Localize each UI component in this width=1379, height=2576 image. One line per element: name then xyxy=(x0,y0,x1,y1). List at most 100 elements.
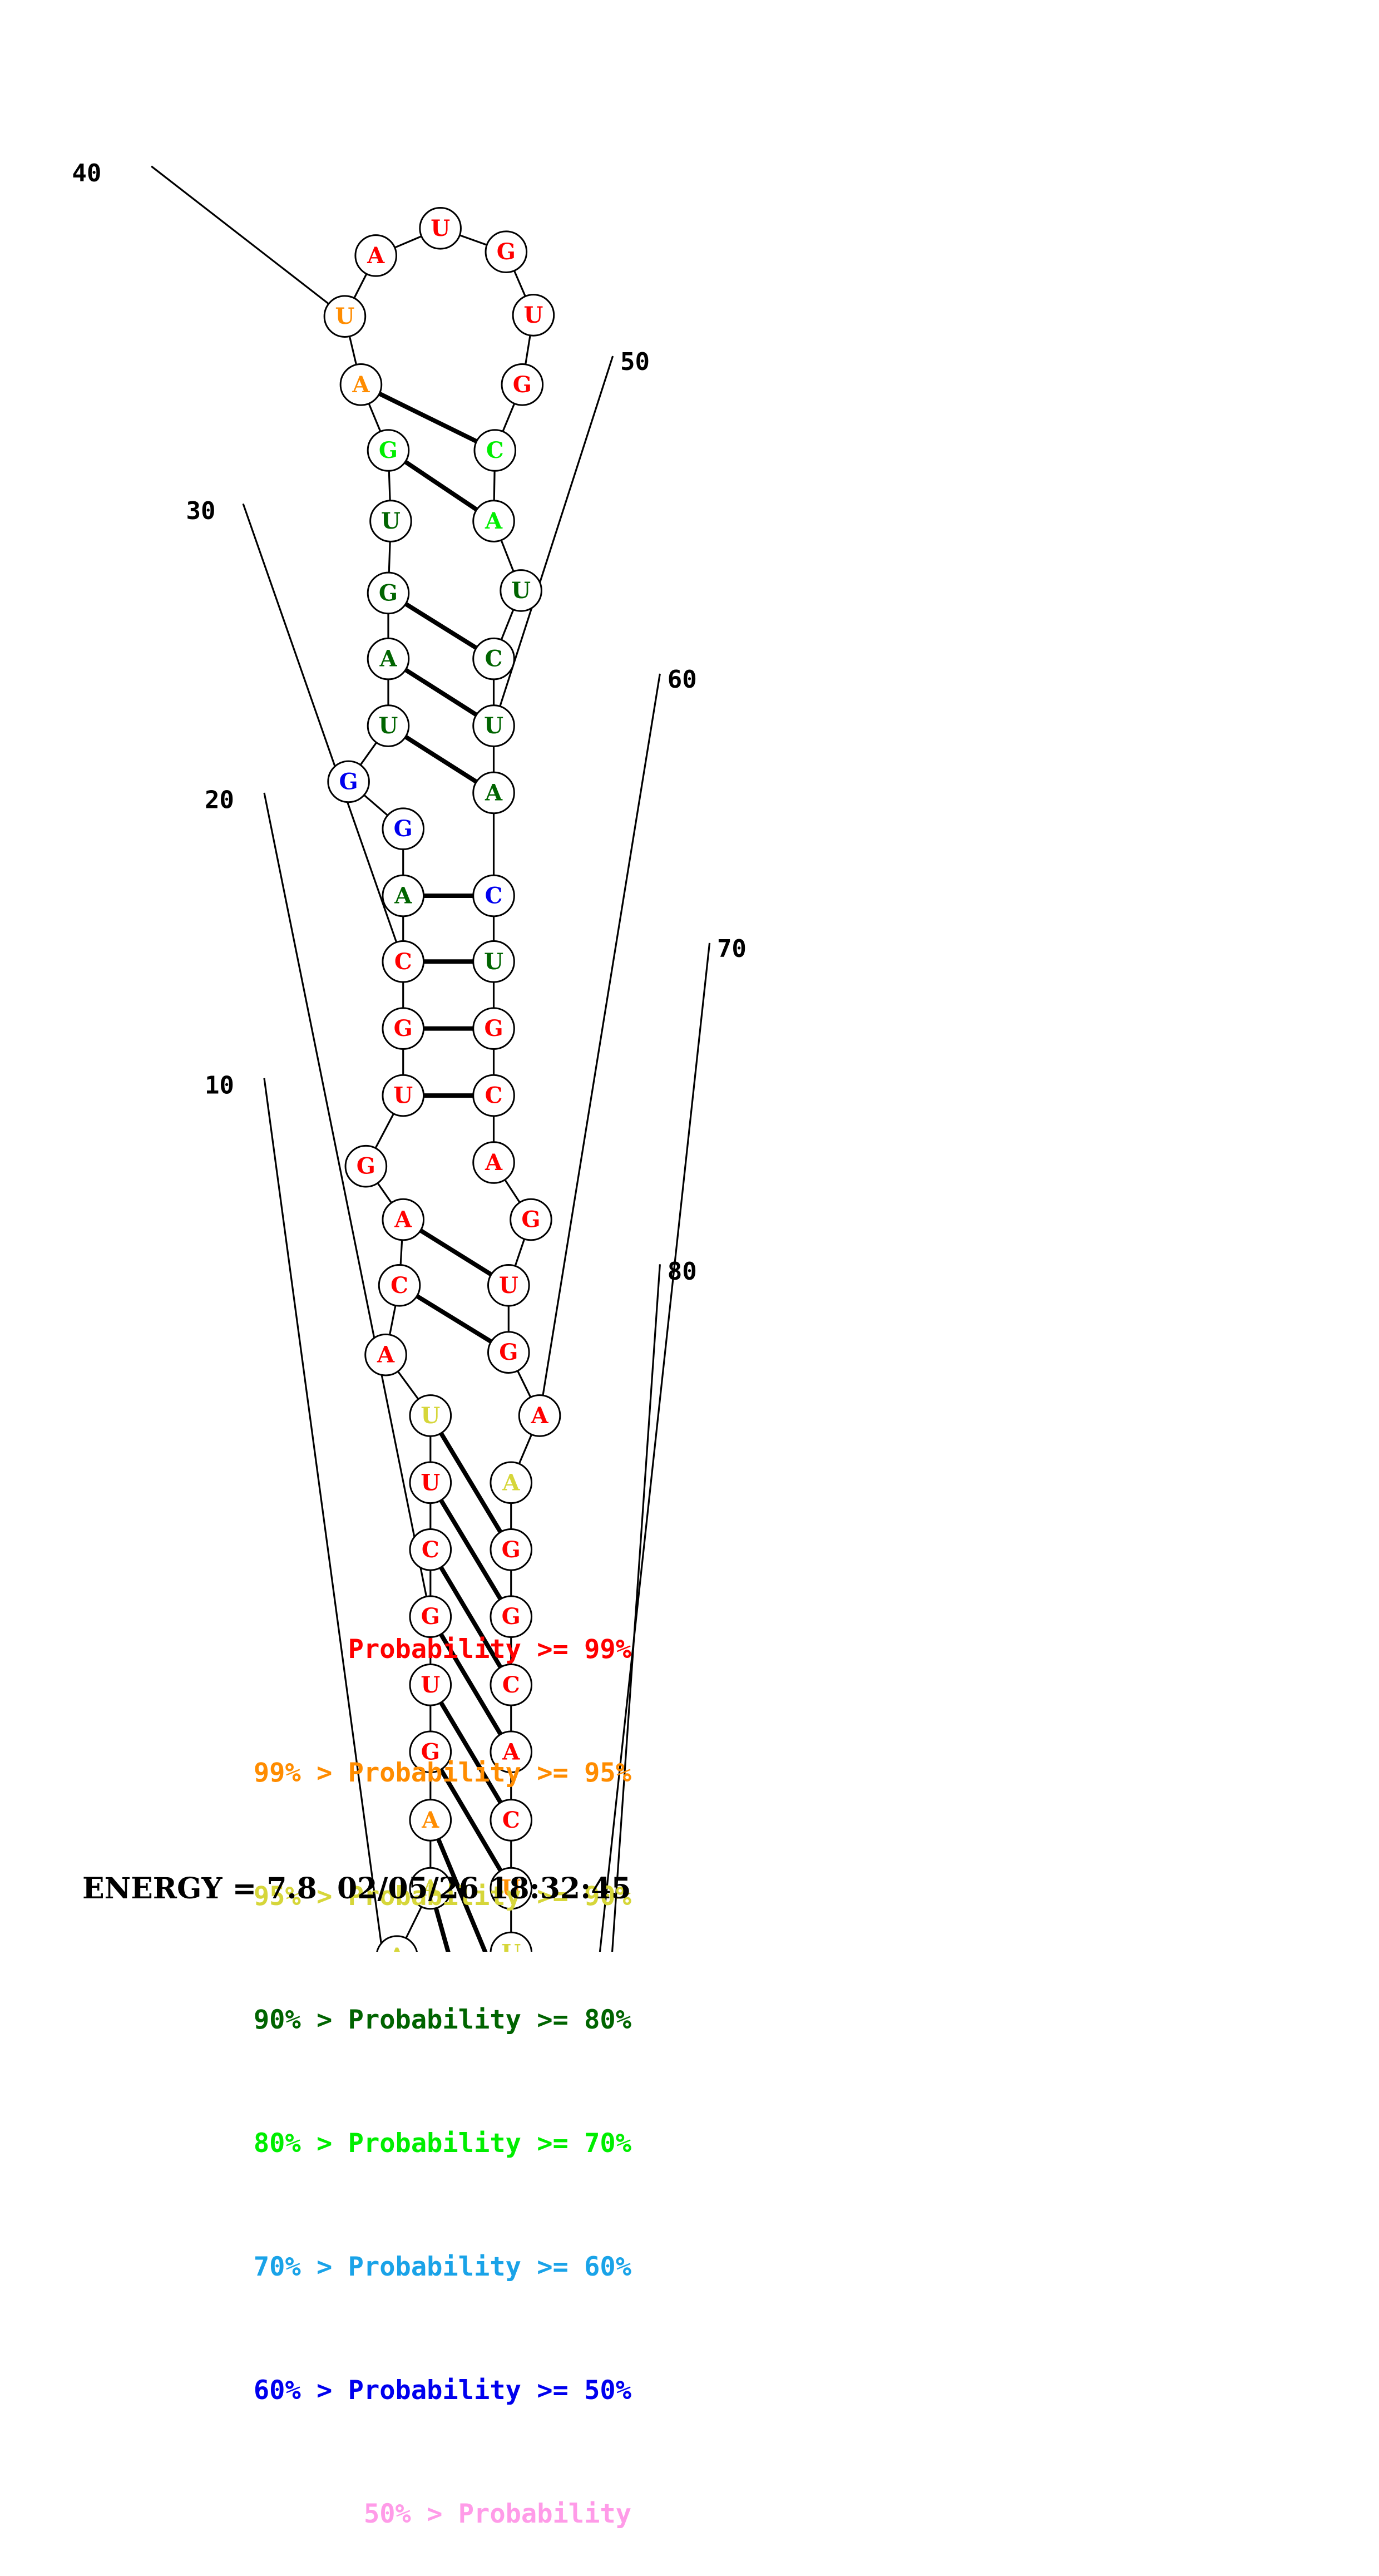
nucleotide-circle xyxy=(409,1394,452,1437)
nucleotide-circle xyxy=(487,1331,530,1374)
label-leader-line xyxy=(263,792,428,1597)
nucleotide-letter: U xyxy=(501,1876,521,1902)
nucleotide-23-U: U xyxy=(409,1394,452,1437)
nucleotide-letter: G xyxy=(379,437,398,463)
nucleotide-circle xyxy=(382,1074,425,1117)
nucleotide-letter: A xyxy=(377,1342,395,1368)
position-label: 50 xyxy=(620,348,650,376)
nucleotide-circle xyxy=(512,294,555,337)
position-label: 30 xyxy=(186,497,216,525)
nucleotide-circle xyxy=(485,230,528,273)
nucleotide-circle xyxy=(490,1730,533,1774)
label-leader-line xyxy=(242,503,398,943)
nucleotide-68-U: U xyxy=(490,1931,532,1952)
nucleotide-circle xyxy=(490,1664,533,1706)
label-leader-line xyxy=(151,165,329,305)
nucleotide-circle xyxy=(323,295,367,338)
nucleotide-20-G: G xyxy=(409,1595,452,1638)
nucleotide-30-C: C xyxy=(382,940,425,983)
nucleotide-54-G: G xyxy=(472,1007,515,1050)
nucleotide-letter: G xyxy=(421,1603,440,1630)
backbone-segment xyxy=(359,742,377,766)
nucleotide-circle xyxy=(409,1595,452,1638)
nucleotide-letter: C xyxy=(502,1807,520,1833)
backbone-segment xyxy=(394,235,422,249)
nucleotide-16-A: A xyxy=(409,1867,452,1910)
nucleotide-57-G: G xyxy=(510,1198,552,1241)
nucleotide-letter: A xyxy=(485,508,503,534)
nucleotide-letter: U xyxy=(393,1083,413,1109)
probability-legend: Probability >= 99% 99% > Probability >= … xyxy=(83,1547,631,2576)
nucleotide-24-A: A xyxy=(364,1333,407,1376)
position-label: 10 xyxy=(205,1071,234,1099)
legend-row: 80% > Probability >= 70% xyxy=(253,2128,631,2159)
backbone-segment xyxy=(493,471,496,501)
nucleotide-38-G: G xyxy=(367,429,410,472)
nucleotide-letter: A xyxy=(367,243,385,269)
nucleotide-circle xyxy=(490,1867,533,1910)
nucleotide-circle xyxy=(487,1264,530,1307)
nucleotide-49-C: C xyxy=(472,637,515,680)
nucleotide-circle xyxy=(510,1198,552,1241)
base-pair-bond xyxy=(404,734,478,784)
legend-row: 95% > Probability >= 90% xyxy=(253,1881,631,1912)
nucleotide-40-U: U xyxy=(323,295,367,338)
nucleotide-circle xyxy=(409,1461,452,1504)
nucleotide-circle xyxy=(490,1931,532,1952)
nucleotide-letter: A xyxy=(485,1149,503,1176)
nucleotide-circle xyxy=(500,569,542,612)
backbone-segment xyxy=(517,1370,532,1398)
nucleotide-48-U: U xyxy=(500,569,542,612)
nucleotide-circle xyxy=(409,1528,452,1571)
backbone-segment xyxy=(405,1906,423,1939)
nucleotide-25-C: C xyxy=(378,1264,421,1307)
backbone-segment xyxy=(374,1113,395,1149)
legend-row: 90% > Probability >= 80% xyxy=(253,2005,631,2035)
nucleotide-45-G: G xyxy=(501,363,544,406)
nucleotide-letter: U xyxy=(511,578,531,604)
nucleotide-56-A: A xyxy=(472,1141,515,1184)
nucleotide-letter: A xyxy=(502,1469,520,1496)
nucleotide-letter: C xyxy=(391,1272,408,1299)
backbone-segment xyxy=(377,1182,393,1203)
nucleotide-67-U: U xyxy=(490,1867,533,1910)
nucleotide-21-C: C xyxy=(409,1528,452,1571)
nucleotide-47-A: A xyxy=(472,500,515,542)
nucleotide-letter: G xyxy=(339,768,358,794)
nucleotide-letter: G xyxy=(394,816,413,842)
nucleotide-61-A: A xyxy=(490,1461,533,1504)
backbone-segment xyxy=(388,471,391,501)
nucleotide-letter: A xyxy=(388,1943,406,1952)
nucleotide-letter: U xyxy=(421,1469,440,1496)
nucleotide-letter: A xyxy=(352,372,370,398)
backbone-segment xyxy=(514,1238,526,1266)
nucleotide-32-G: G xyxy=(382,807,425,850)
nucleotide-letter: U xyxy=(431,215,450,241)
nucleotide-circle xyxy=(419,207,462,250)
nucleotide-letter: G xyxy=(502,1603,521,1630)
nucleotide-53-U: U xyxy=(472,940,515,983)
position-label: 40 xyxy=(72,159,101,187)
legend-row: 70% > Probability >= 60% xyxy=(253,2252,631,2282)
nucleotide-circle xyxy=(367,429,410,472)
position-label: 80 xyxy=(668,1257,697,1286)
base-pair-bond xyxy=(404,460,478,512)
rna-secondary-structure-diagram: 40 50 30 60 20 70 10 80 G U C A G A A U A A U G U C A A A G U G C U U… xyxy=(72,159,747,1952)
nucleotide-51-A: A xyxy=(472,771,515,815)
nucleotide-circle xyxy=(376,1935,418,1952)
nucleotide-letter: U xyxy=(335,303,354,329)
nucleotide-letter: G xyxy=(502,1537,521,1563)
nucleotide-circle xyxy=(382,807,425,850)
backbone-segment xyxy=(399,1240,403,1265)
backbone-segment xyxy=(388,541,391,573)
nucleotide-circle xyxy=(490,1461,533,1504)
nucleotide-circle xyxy=(367,571,410,615)
position-label: 70 xyxy=(717,935,747,963)
nucleotide-circle xyxy=(382,940,425,983)
nucleotide-27-G: G xyxy=(344,1144,388,1188)
nucleotide-letter: G xyxy=(513,372,532,398)
nucleotide-letter: G xyxy=(499,1339,518,1365)
backbone-segment xyxy=(368,403,382,432)
nucleotide-circle xyxy=(472,1141,515,1184)
nucleotide-letter: G xyxy=(521,1207,540,1233)
